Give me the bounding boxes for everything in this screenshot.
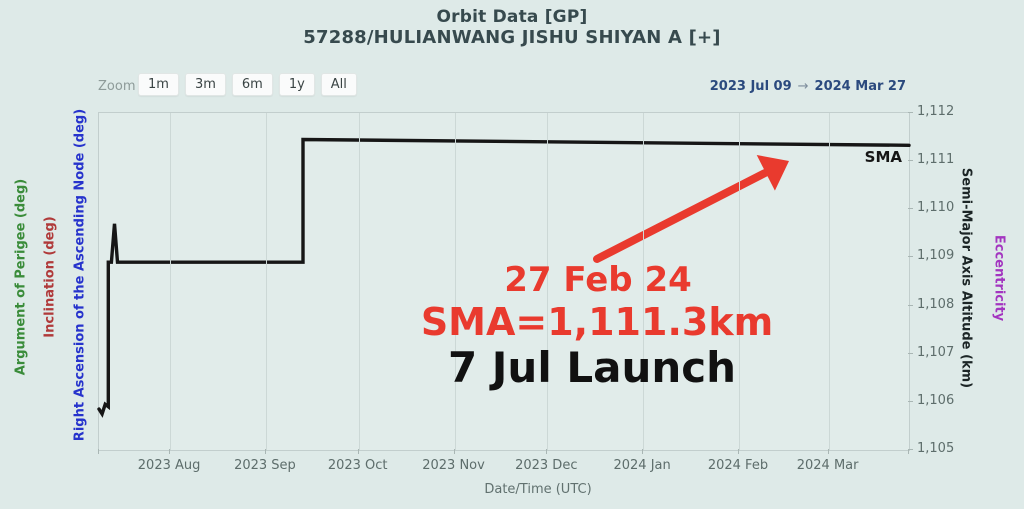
date-range: 2023 Jul 09 → 2024 Mar 27 [710,79,906,94]
annotation-event-date: 27 Feb 24 [504,260,692,300]
y-tick-label: 1,107 [917,344,955,360]
range-arrow-icon: → [797,79,809,94]
x-tick-label: 2023 Aug [137,458,201,473]
zoom-1m-button[interactable]: 1m [138,73,179,96]
x-tick-mark [98,449,99,454]
zoom-6m-button[interactable]: 6m [231,73,273,96]
month-gridline [738,113,740,450]
page-title: Orbit Data [GP] [436,7,588,27]
x-tick-mark [908,449,909,454]
axis-title-eccentricity: Eccentricity [991,234,1007,322]
zoom-label: Zoom [98,79,136,94]
month-gridline [547,113,549,450]
axis-title-sma-altitude: Semi-Major Axis Altitude (km) [958,167,974,389]
y-tick-label: 1,108 [917,296,955,312]
chart-canvas [97,137,911,418]
x-tick-mark [546,449,548,454]
x-tick-label: 2024 Jan [613,458,671,473]
y-tick-mark [908,208,913,210]
y-tick-label: 1,109 [917,248,955,264]
zoom-button-group: 1m 3m 6m 1y All [138,73,357,96]
x-tick-label: 2023 Nov [422,458,485,473]
annotation-event-sma: SMA=1,111.3km [420,300,774,344]
x-tick-mark [169,449,171,454]
x-tick-mark [737,449,739,454]
axis-title-argument-of-perigee: Argument of Perigee (deg) [13,178,29,376]
sma-series-line [97,137,911,418]
month-gridline [170,113,172,450]
y-tick-label: 1,111 [917,152,955,168]
x-tick-label: 2023 Sep [234,458,296,473]
month-gridline [265,113,267,450]
satellite-title: 57288/HULIANWANG JISHU SHIYAN A [+] [303,27,721,48]
axis-title-raan: Right Ascension of the Ascending Node (d… [72,108,88,442]
annotation-launch: 7 Jul Launch [447,343,737,392]
annotation-arrow-icon [593,155,789,263]
y-tick-label: 1,105 [917,441,955,456]
y-tick-label: 1,110 [917,200,955,216]
month-gridline [828,113,830,450]
x-axis-title: Date/Time (UTC) [484,482,592,497]
y-tick-mark [908,400,913,402]
y-tick-mark [908,449,913,450]
x-tick-mark [453,449,455,454]
zoom-1y-button[interactable]: 1y [278,73,315,96]
x-tick-mark [827,449,829,454]
month-gridline [643,113,645,450]
range-from[interactable]: 2023 Jul 09 [709,79,792,94]
month-gridline [358,113,360,450]
y-tick-mark [908,160,913,162]
x-tick-label: 2024 Mar [796,458,859,473]
range-to[interactable]: 2024 Mar 27 [814,79,906,94]
zoom-all-button[interactable]: All [320,73,357,96]
x-tick-label: 2023 Dec [515,458,578,473]
x-tick-label: 2024 Feb [707,458,769,473]
y-tick-mark [908,304,913,306]
x-tick-mark [357,449,359,454]
y-tick-label: 1,106 [917,392,955,408]
month-gridline [454,113,456,450]
y-tick-label: 1,112 [917,104,955,119]
zoom-3m-button[interactable]: 3m [184,73,226,96]
x-tick-label: 2023 Oct [327,458,388,473]
y-tick-mark [908,352,913,354]
axis-title-inclination: Inclination (deg) [42,216,58,338]
y-tick-mark [908,256,913,258]
x-tick-mark [264,449,266,454]
plot-area[interactable] [97,112,911,451]
x-tick-mark [642,449,644,454]
y-tick-mark [908,112,913,113]
sma-series-label: SMA [864,148,902,166]
